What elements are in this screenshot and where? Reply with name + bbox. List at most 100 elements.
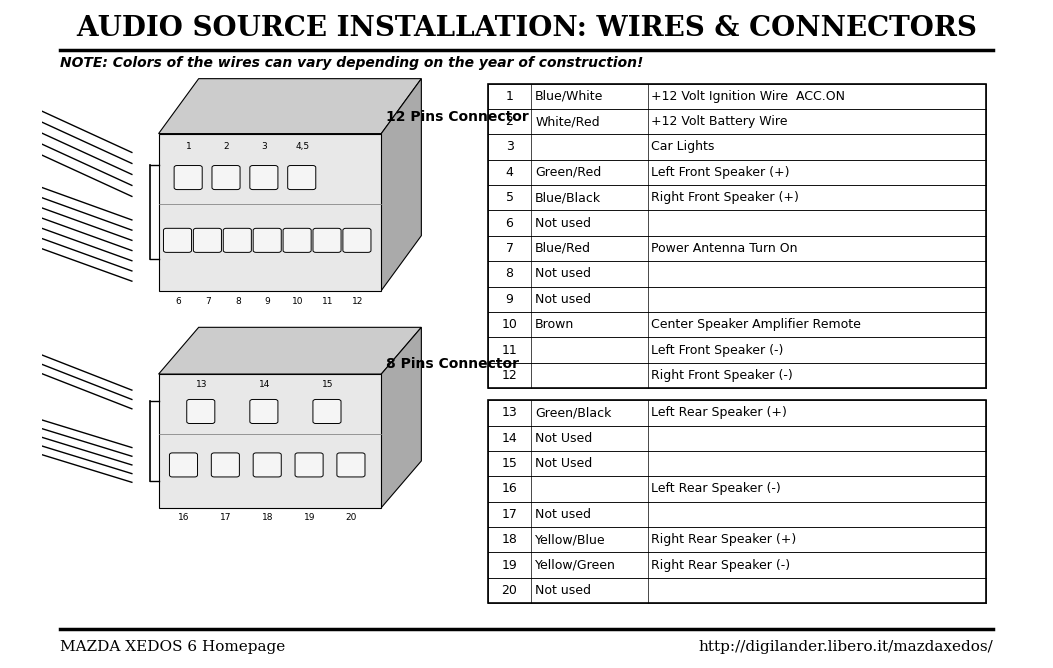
FancyBboxPatch shape — [186, 399, 215, 424]
FancyBboxPatch shape — [488, 363, 987, 388]
FancyBboxPatch shape — [488, 261, 987, 287]
Text: Yellow/Blue: Yellow/Blue — [535, 533, 605, 546]
FancyBboxPatch shape — [253, 453, 281, 477]
FancyBboxPatch shape — [488, 160, 987, 185]
FancyBboxPatch shape — [488, 476, 987, 502]
Text: Not used: Not used — [535, 267, 591, 281]
FancyBboxPatch shape — [488, 109, 987, 134]
Text: 4: 4 — [505, 166, 514, 179]
Text: 1: 1 — [505, 90, 514, 103]
Polygon shape — [381, 79, 421, 291]
FancyBboxPatch shape — [337, 453, 365, 477]
Text: Left Front Speaker (-): Left Front Speaker (-) — [652, 343, 783, 357]
FancyBboxPatch shape — [488, 451, 987, 476]
Text: 16: 16 — [178, 512, 190, 522]
Text: Left Rear Speaker (+): Left Rear Speaker (+) — [652, 406, 788, 420]
Polygon shape — [159, 374, 381, 508]
FancyBboxPatch shape — [343, 228, 371, 253]
Text: 16: 16 — [501, 482, 517, 496]
Text: Car Lights: Car Lights — [652, 140, 715, 154]
Text: Green/Red: Green/Red — [535, 166, 601, 179]
FancyBboxPatch shape — [170, 453, 198, 477]
Text: 11: 11 — [501, 343, 517, 357]
FancyBboxPatch shape — [212, 166, 240, 190]
Text: Not used: Not used — [535, 293, 591, 306]
Text: 19: 19 — [501, 558, 517, 572]
Text: 17: 17 — [220, 512, 232, 522]
Text: 12: 12 — [501, 369, 517, 382]
FancyBboxPatch shape — [250, 399, 278, 424]
Text: 13: 13 — [196, 380, 207, 389]
Text: Right Front Speaker (+): Right Front Speaker (+) — [652, 191, 799, 204]
FancyBboxPatch shape — [174, 166, 202, 190]
Text: 8: 8 — [505, 267, 514, 281]
FancyBboxPatch shape — [488, 236, 987, 261]
Text: 7: 7 — [205, 297, 211, 306]
Text: White/Red: White/Red — [535, 115, 600, 128]
Text: 20: 20 — [501, 584, 517, 597]
Text: http://digilander.libero.it/mazdaxedos/: http://digilander.libero.it/mazdaxedos/ — [698, 640, 993, 653]
Text: 18: 18 — [501, 533, 517, 546]
Text: 15: 15 — [501, 457, 517, 470]
FancyBboxPatch shape — [488, 134, 987, 160]
Text: 3: 3 — [505, 140, 514, 154]
Text: 2: 2 — [505, 115, 514, 128]
Text: 19: 19 — [304, 512, 315, 522]
Text: +12 Volt Ignition Wire  ACC.ON: +12 Volt Ignition Wire ACC.ON — [652, 90, 846, 103]
FancyBboxPatch shape — [194, 228, 221, 253]
Text: NOTE: Colors of the wires can vary depending on the year of construction!: NOTE: Colors of the wires can vary depen… — [60, 57, 643, 70]
Text: Not used: Not used — [535, 508, 591, 521]
FancyBboxPatch shape — [488, 400, 987, 426]
FancyBboxPatch shape — [313, 228, 341, 253]
Text: 15: 15 — [322, 380, 333, 389]
Text: Not Used: Not Used — [535, 432, 593, 445]
Text: Not Used: Not Used — [535, 457, 593, 470]
FancyBboxPatch shape — [250, 166, 278, 190]
Text: Yellow/Green: Yellow/Green — [535, 558, 616, 572]
Text: Blue/Red: Blue/Red — [535, 242, 591, 255]
Text: 6: 6 — [505, 216, 514, 230]
Text: Left Rear Speaker (-): Left Rear Speaker (-) — [652, 482, 781, 496]
Text: 18: 18 — [262, 512, 274, 522]
FancyBboxPatch shape — [223, 228, 252, 253]
Text: 10: 10 — [292, 297, 303, 306]
FancyBboxPatch shape — [488, 337, 987, 363]
Text: 6: 6 — [175, 297, 181, 306]
Text: 3: 3 — [261, 142, 267, 151]
FancyBboxPatch shape — [163, 228, 192, 253]
FancyBboxPatch shape — [488, 312, 987, 337]
Text: 12 Pins Connector: 12 Pins Connector — [386, 110, 529, 124]
Text: 12: 12 — [352, 297, 363, 306]
Polygon shape — [159, 327, 421, 374]
Text: Power Antenna Turn On: Power Antenna Turn On — [652, 242, 798, 255]
Text: Not used: Not used — [535, 584, 591, 597]
Text: 10: 10 — [501, 318, 517, 331]
Text: 4,5: 4,5 — [295, 142, 310, 151]
Text: Green/Black: Green/Black — [535, 406, 612, 420]
Text: +12 Volt Battery Wire: +12 Volt Battery Wire — [652, 115, 788, 128]
Text: Center Speaker Amplifier Remote: Center Speaker Amplifier Remote — [652, 318, 861, 331]
Text: Right Front Speaker (-): Right Front Speaker (-) — [652, 369, 793, 382]
Text: 17: 17 — [501, 508, 517, 521]
FancyBboxPatch shape — [488, 185, 987, 210]
Text: 2: 2 — [223, 142, 230, 151]
Text: MAZDA XEDOS 6 Homepage: MAZDA XEDOS 6 Homepage — [60, 640, 285, 653]
Polygon shape — [381, 327, 421, 508]
Text: 13: 13 — [501, 406, 517, 420]
FancyBboxPatch shape — [488, 502, 987, 527]
Text: Brown: Brown — [535, 318, 575, 331]
FancyBboxPatch shape — [283, 228, 311, 253]
Text: 8 Pins Connector: 8 Pins Connector — [386, 357, 519, 371]
Text: Right Rear Speaker (-): Right Rear Speaker (-) — [652, 558, 791, 572]
FancyBboxPatch shape — [488, 84, 987, 109]
Text: Left Front Speaker (+): Left Front Speaker (+) — [652, 166, 790, 179]
Text: 11: 11 — [322, 297, 333, 306]
FancyBboxPatch shape — [287, 166, 316, 190]
FancyBboxPatch shape — [488, 552, 987, 578]
Polygon shape — [159, 79, 421, 134]
FancyBboxPatch shape — [488, 578, 987, 603]
FancyBboxPatch shape — [488, 210, 987, 236]
Text: 8: 8 — [235, 297, 241, 306]
FancyBboxPatch shape — [313, 399, 341, 424]
Text: Blue/Black: Blue/Black — [535, 191, 601, 204]
